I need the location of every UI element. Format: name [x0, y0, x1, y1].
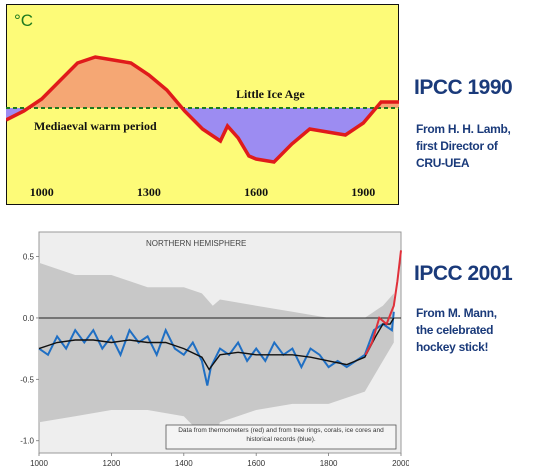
x-tick-label: 1400 [175, 459, 193, 468]
x-tick-label: 1300 [137, 185, 161, 199]
proxy-series-line [38, 311, 395, 386]
lamb-source-line-3: CRU-UEA [416, 156, 470, 170]
mann-source-line-1: From M. Mann, [416, 306, 497, 320]
x-tick-label: 1000 [30, 459, 48, 468]
x-tick-label: 1800 [320, 459, 338, 468]
lamb-source-line-2: first Director of [416, 139, 498, 153]
y-axis-unit-label: °C [14, 11, 33, 30]
annotation-little-ice-age: Little Ice Age [236, 87, 305, 101]
x-tick-label: 2000 [392, 459, 409, 468]
annotation-medieval-warm-period: Mediaeval warm period [34, 119, 157, 133]
uncertainty-band [39, 262, 394, 441]
x-tick-label: 1600 [244, 185, 268, 199]
legend-note: Data from thermometers (red) and from tr… [178, 427, 384, 443]
x-tick-label: 1900 [351, 185, 375, 199]
thermometer-series-line [364, 250, 402, 356]
ipcc-1990-chart: °C Little Ice Age Mediaeval warm period … [6, 4, 399, 205]
legend-box [165, 424, 397, 450]
y-tick-label: 0.5 [23, 253, 35, 262]
temperature-line [6, 55, 399, 164]
lamb-source-line-1: From H. H. Lamb, [416, 122, 511, 136]
chart-title: NORTHERN HEMISPHERE [146, 239, 246, 248]
y-tick-label: -0.5 [20, 375, 34, 384]
ipcc-2001-heading: IPCC 2001 [414, 262, 513, 285]
y-tick-label: 0.0 [23, 314, 35, 323]
mann-source-line-3: hockey stick! [416, 340, 489, 354]
x-tick-label: 1000 [30, 185, 54, 199]
ipcc-1990-heading: IPCC 1990 [414, 76, 513, 99]
x-tick-label: 1200 [103, 459, 121, 468]
mann-source-line-2: the celebrated [416, 323, 494, 337]
x-tick-label: 1600 [247, 459, 265, 468]
cold-period-fill [6, 108, 399, 162]
warm-period-fill [6, 57, 399, 108]
y-tick-label: -1.0 [20, 437, 34, 446]
ipcc-2001-chart: NORTHERN HEMISPHERE 1000 1200 1400 1600 1800… [20, 231, 409, 468]
